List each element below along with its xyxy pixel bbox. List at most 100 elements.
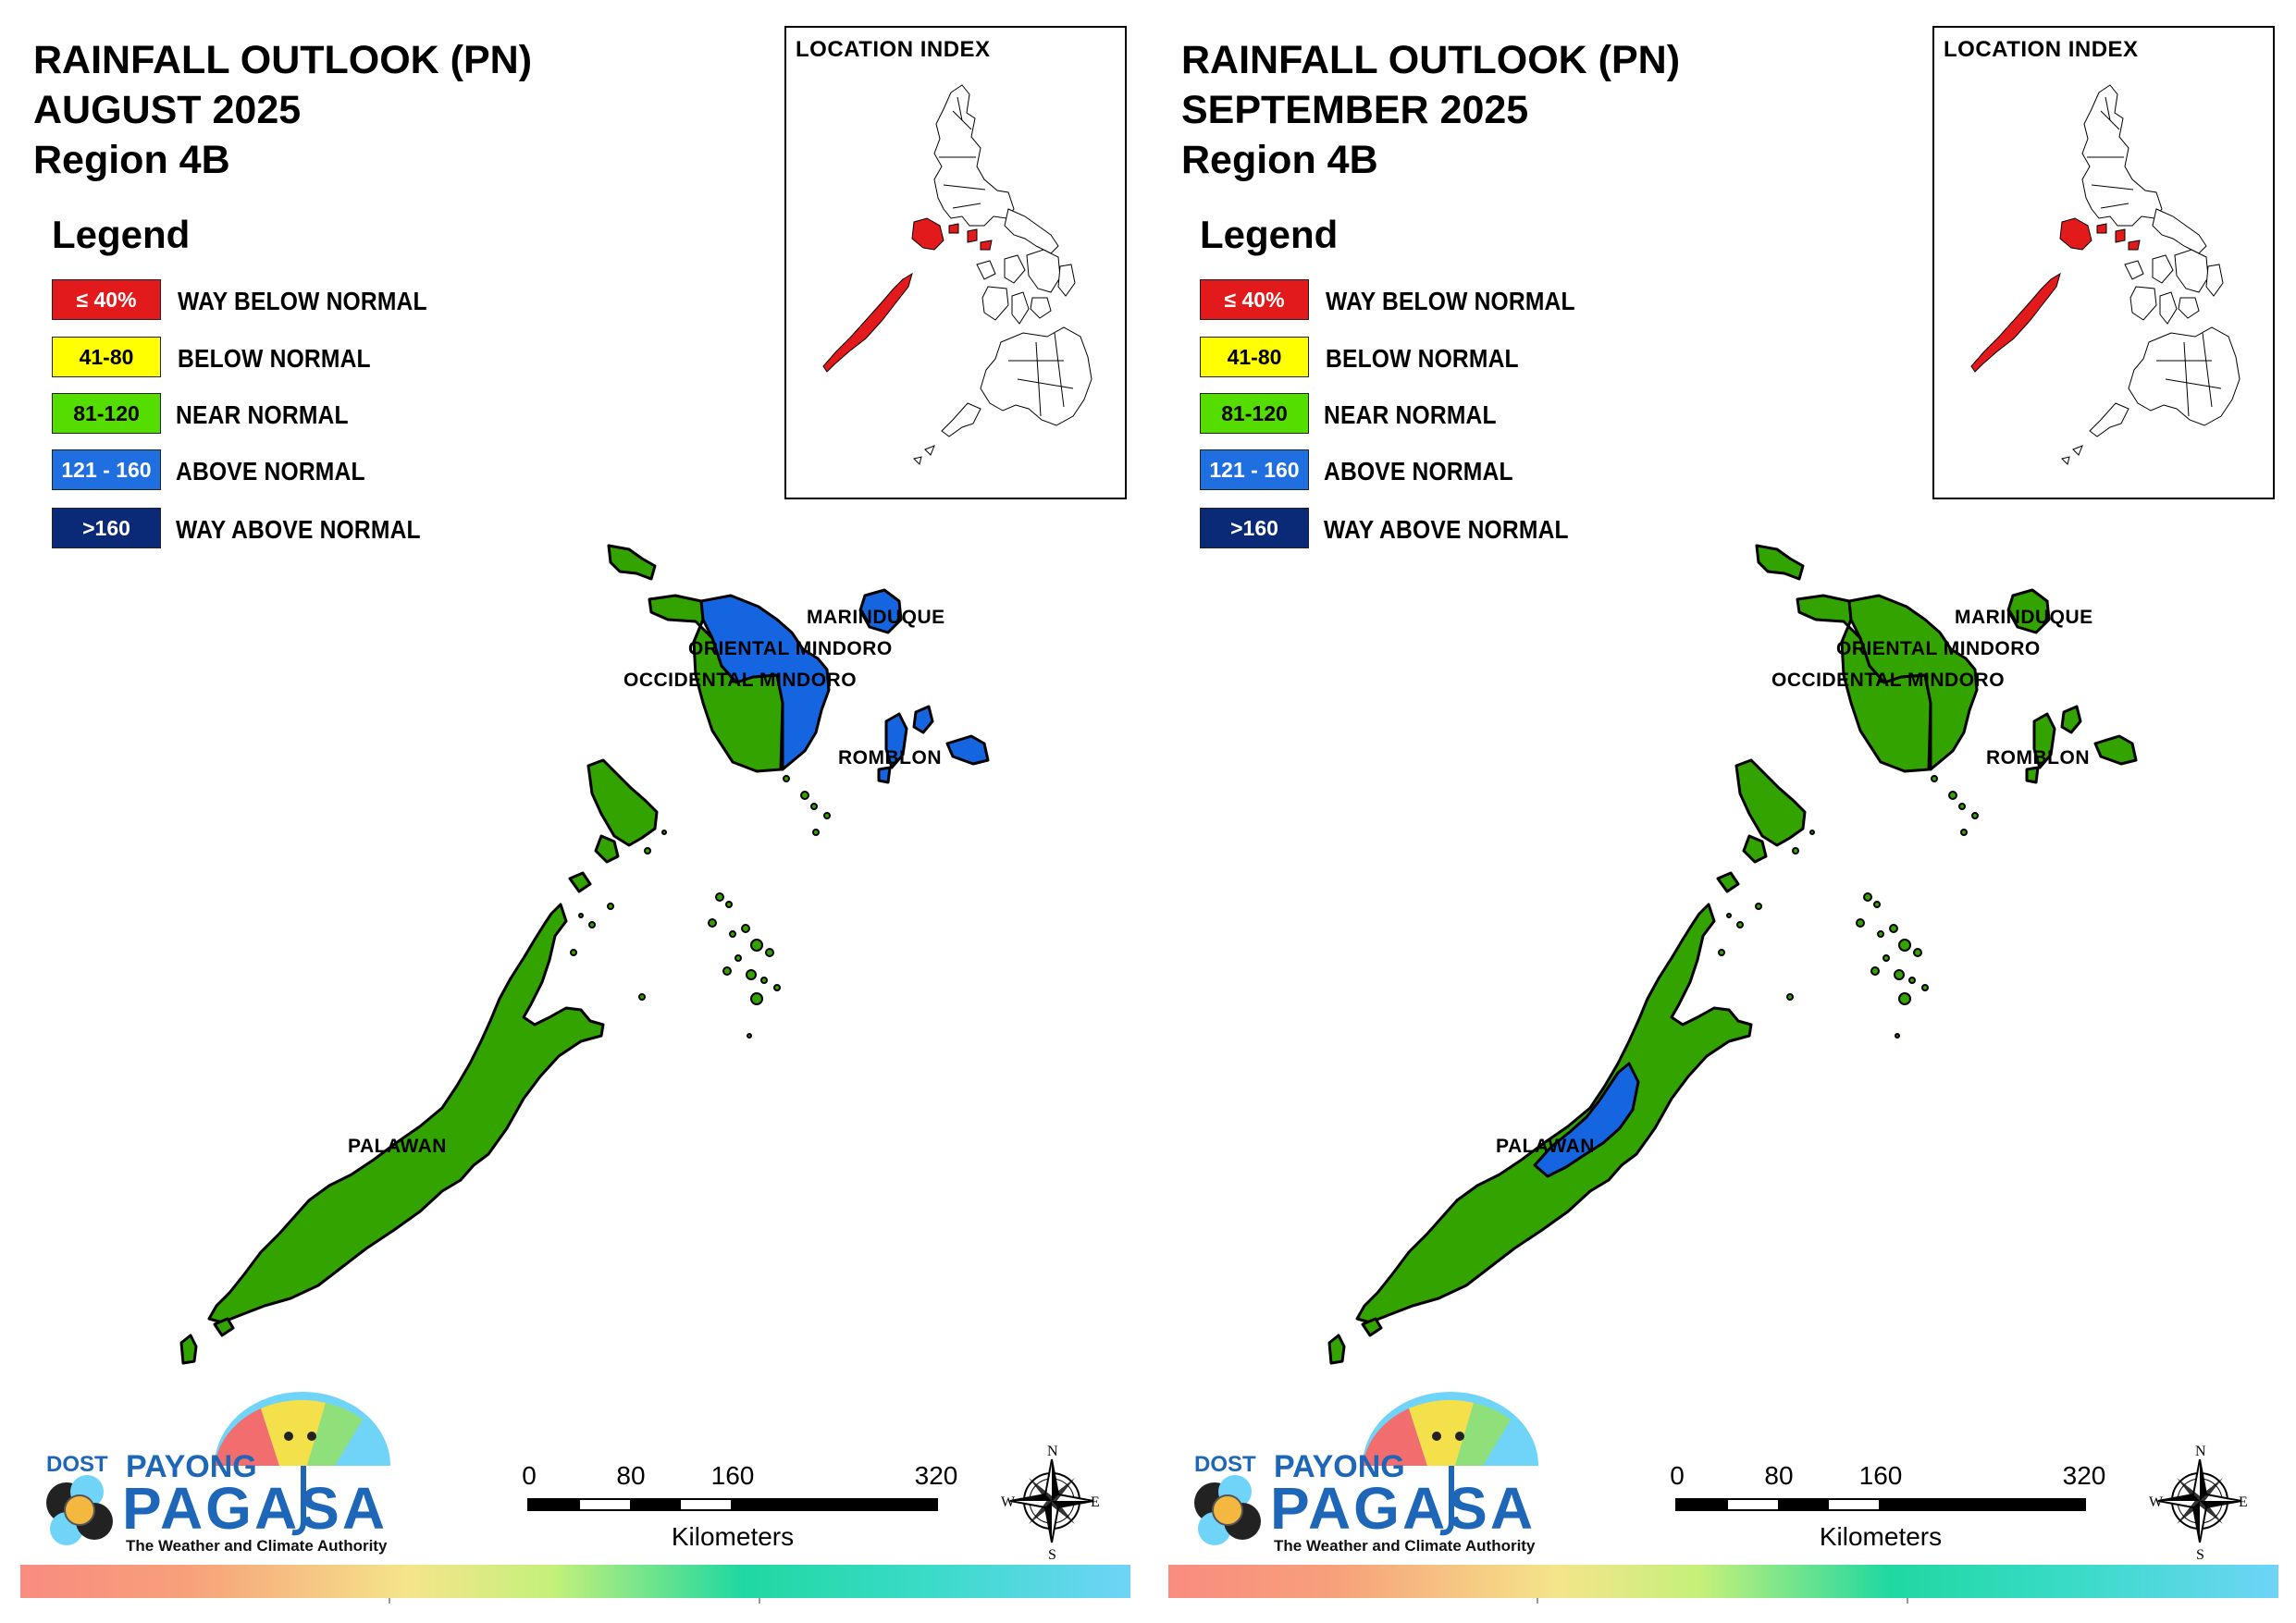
oriental-mindoro-shape (699, 594, 831, 771)
scale-unit: Kilometers (1819, 1522, 1943, 1551)
scale-bar-graphic (1675, 1498, 2086, 1511)
title-line-3: Region 4B (33, 138, 230, 182)
compass-rose: N S E W (1001, 1441, 1103, 1563)
compass-w: W (2149, 1494, 2164, 1510)
legend-item-below: 41-80 BELOW NORMAL (52, 337, 533, 379)
label-romblon: ROMBLON (1986, 747, 2090, 768)
title-line-2: SEPTEMBER 2025 (1181, 88, 1529, 132)
legend-swatch: ≤ 40% (52, 279, 161, 320)
oriental-mindoro-shape (1847, 594, 1979, 771)
inset-title: LOCATION INDEX (796, 37, 991, 62)
legend-label: ABOVE NORMAL (176, 457, 365, 486)
compass-icon: N S E W (2149, 1444, 2248, 1563)
region-4b-map: MARINDUQUE ORIENTAL MINDORO OCCIDENTAL M… (179, 544, 990, 1365)
romblon-small-shape (2025, 766, 2040, 784)
legend-item-below: 41-80 BELOW NORMAL (1200, 337, 1681, 379)
legend-item-way-below: ≤ 40% WAY BELOW NORMAL (52, 279, 533, 322)
logo-tagline: The Weather and Climate Authority (126, 1537, 388, 1555)
legend-swatch: >160 (1200, 508, 1309, 548)
calamian-culion (594, 834, 620, 864)
calamian-small (1716, 871, 1740, 893)
legend-label: NEAR NORMAL (1324, 400, 1497, 429)
legend-label: ABOVE NORMAL (1324, 457, 1513, 486)
legend-label: BELOW NORMAL (1326, 344, 1519, 373)
legend-item-way-below: ≤ 40% WAY BELOW NORMAL (1200, 279, 1681, 322)
label-marinduque: MARINDUQUE (807, 607, 945, 628)
scale-tick: 160 (710, 1461, 755, 1490)
romblon-tablas-shape (2032, 712, 2056, 769)
label-occidental-mindoro: OCCIDENTAL MINDORO (623, 670, 857, 691)
palawan-shape (207, 903, 605, 1324)
romblon-sibuyan-shape (2093, 734, 2138, 766)
legend-label: WAY BELOW NORMAL (1326, 287, 1575, 315)
scale-bar-graphic (527, 1498, 938, 1511)
legend-label: WAY ABOVE NORMAL (176, 515, 421, 544)
compass-s: S (1048, 1547, 1056, 1561)
marinduque-shape (858, 588, 903, 634)
scale-tick: 0 (1670, 1461, 1685, 1490)
compass-s: S (2196, 1547, 2204, 1561)
compass-e: E (2239, 1494, 2248, 1510)
location-index-inset: LOCATION INDEX (1932, 26, 2275, 499)
marinduque-shape (2006, 588, 2051, 634)
panel-september: RAINFALL OUTLOOK (PN) SEPTEMBER 2025 Reg… (1148, 0, 2296, 1623)
romblon-sibuyan-shape (945, 734, 990, 766)
scale-unit: Kilometers (671, 1522, 795, 1551)
compass-n: N (2195, 1444, 2206, 1459)
logo-dost: DOST (1194, 1452, 1256, 1477)
label-oriental-mindoro: ORIENTAL MINDORO (688, 638, 893, 659)
calamian-busuanga (586, 758, 659, 847)
legend-swatch: 41-80 (1200, 337, 1309, 377)
legend-swatch: 121 - 160 (1200, 449, 1309, 490)
location-index-inset: LOCATION INDEX (784, 26, 1127, 499)
scale-bar: 0 80 160 320 Kilometers (1670, 1461, 2110, 1563)
scale-tick: 0 (522, 1461, 537, 1490)
calamian-busuanga (1734, 758, 1807, 847)
legend-swatch: 41-80 (52, 337, 161, 377)
panel-august: RAINFALL OUTLOOK (PN) AUGUST 2025 Region… (20, 26, 1130, 1604)
calamian-culion (1742, 834, 1768, 864)
scale-tick: 320 (2062, 1461, 2106, 1490)
inset-title: LOCATION INDEX (1944, 37, 2139, 62)
palawan-shape (1355, 903, 1753, 1324)
title-line-3: Region 4B (1181, 138, 1378, 182)
compass-icon: N S E W (1001, 1444, 1100, 1563)
map-title: RAINFALL OUTLOOK (PN) AUGUST 2025 Region… (33, 35, 532, 185)
scale-tick: 320 (914, 1461, 958, 1490)
compass-w: W (1001, 1494, 1016, 1510)
map-title: RAINFALL OUTLOOK (PN) SEPTEMBER 2025 Reg… (1181, 35, 1680, 185)
logo-tagline: The Weather and Climate Authority (1274, 1537, 1536, 1555)
legend-label: NEAR NORMAL (176, 400, 349, 429)
label-romblon: ROMBLON (838, 747, 942, 768)
philippines-inset-map (1970, 84, 2240, 465)
compass-n: N (1047, 1444, 1058, 1459)
occidental-mindoro-shape (648, 594, 784, 773)
legend-label: WAY ABOVE NORMAL (1324, 515, 1569, 544)
logo-payong: PAYONG (126, 1449, 257, 1484)
footer-gradient-bar (20, 1565, 1130, 1604)
legend-label: BELOW NORMAL (178, 344, 371, 373)
label-oriental-mindoro: ORIENTAL MINDORO (1836, 638, 2041, 659)
region-4b-map: MARINDUQUE ORIENTAL MINDORO OCCIDENTAL M… (1327, 544, 2138, 1365)
balabac-island (1327, 1334, 1346, 1365)
scale-bar: 0 80 160 320 Kilometers (522, 1461, 962, 1563)
legend-swatch: 81-120 (1200, 393, 1309, 434)
logo-payong: PAYONG (1274, 1449, 1405, 1484)
romblon-romblon-shape (912, 705, 934, 734)
scale-tick: 80 (1764, 1461, 1794, 1490)
philippines-inset-map (822, 84, 1092, 465)
label-occidental-mindoro: OCCIDENTAL MINDORO (1771, 670, 2005, 691)
legend-label: WAY BELOW NORMAL (178, 287, 427, 315)
legend-item-near: 81-120 NEAR NORMAL (1200, 393, 1681, 436)
legend-title: Legend (52, 213, 191, 256)
romblon-tablas-shape (884, 712, 908, 769)
occidental-mindoro-shape (1796, 594, 1932, 773)
legend-title: Legend (1200, 213, 1339, 256)
legend-swatch: 81-120 (52, 393, 161, 434)
legend-swatch: >160 (52, 508, 161, 548)
romblon-romblon-shape (2060, 705, 2082, 734)
legend-item-near: 81-120 NEAR NORMAL (52, 393, 533, 436)
title-line-2: AUGUST 2025 (33, 88, 302, 132)
label-marinduque: MARINDUQUE (1955, 607, 2093, 628)
bugsuk-island (213, 1317, 235, 1337)
